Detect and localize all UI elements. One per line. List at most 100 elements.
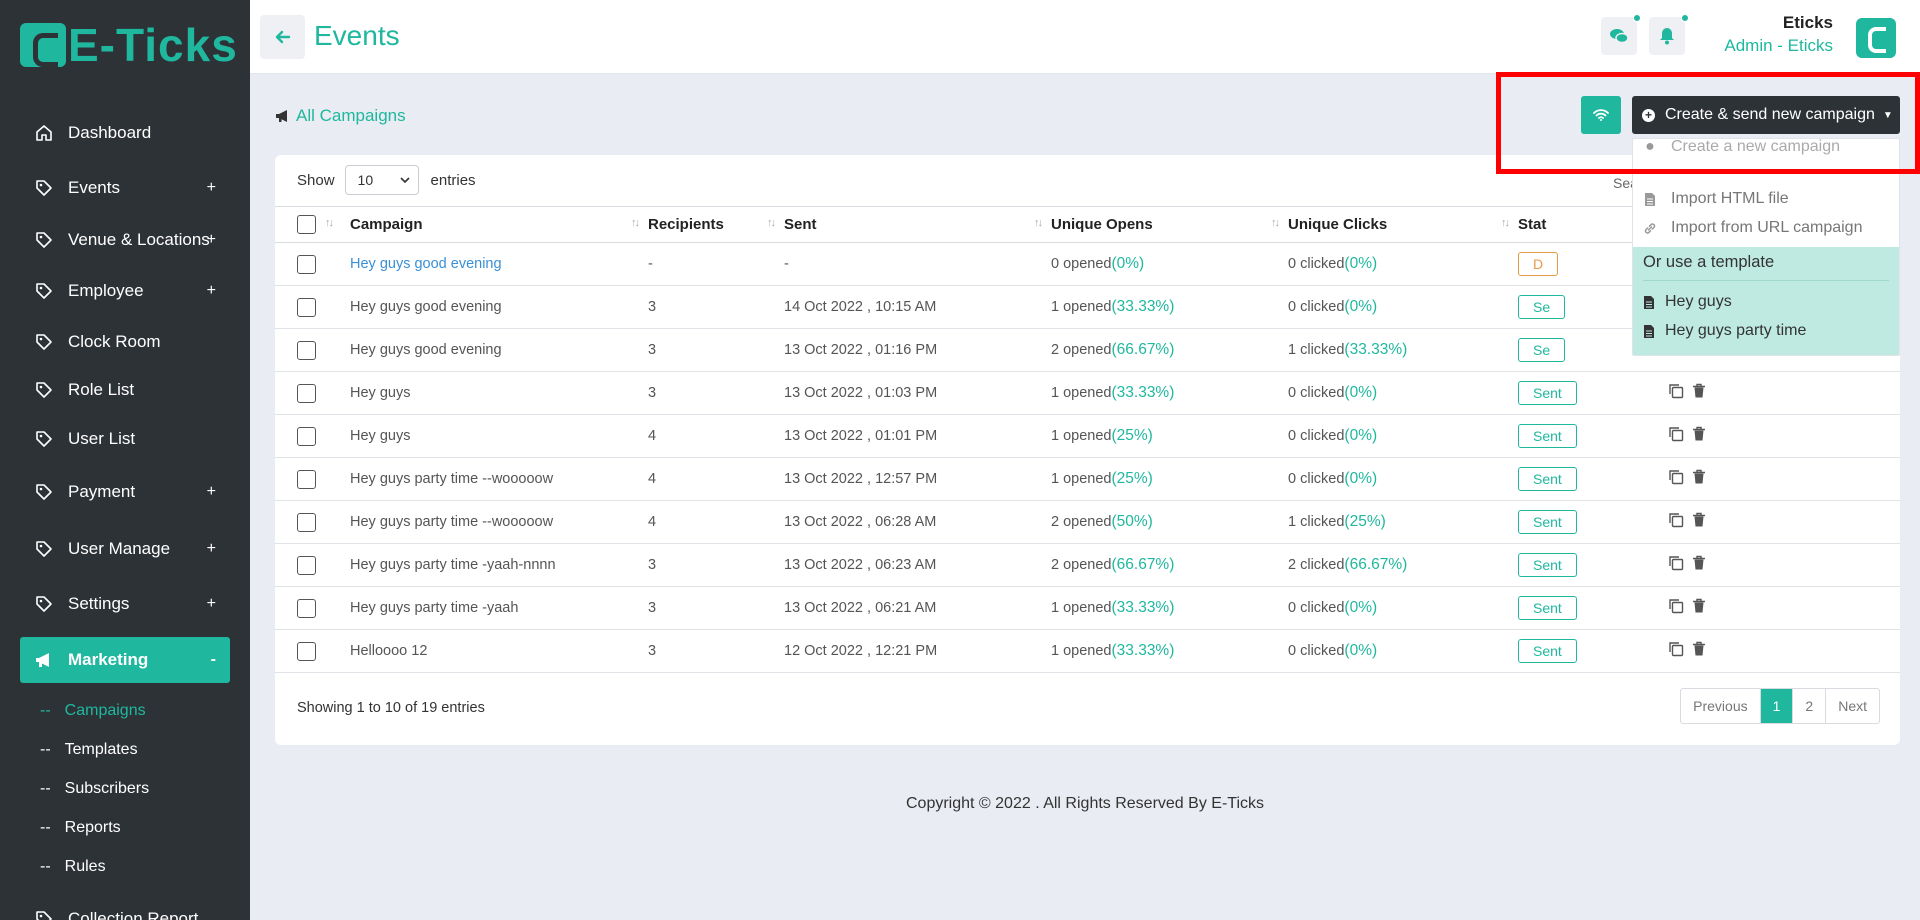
chat-icon bbox=[1610, 29, 1629, 44]
trash-icon[interactable] bbox=[1692, 555, 1706, 575]
copy-icon[interactable] bbox=[1668, 512, 1684, 532]
sidebar-subitem-templates[interactable]: -- Templates bbox=[20, 730, 230, 769]
row-checkbox[interactable] bbox=[297, 340, 316, 360]
campaign-name[interactable]: Hey guys good evening bbox=[350, 256, 502, 272]
sent-cell: 13 Oct 2022 , 12:57 PM bbox=[784, 457, 1051, 501]
file-icon bbox=[1644, 324, 1654, 338]
trash-icon[interactable] bbox=[1692, 598, 1706, 618]
column-header-campaign[interactable]: Campaign ↑↓ bbox=[350, 206, 648, 243]
copy-icon[interactable] bbox=[1668, 469, 1684, 489]
column-header-recipients[interactable]: Recipients ↑↓ bbox=[648, 206, 784, 243]
sidebar-item-dashboard[interactable]: Dashboard bbox=[20, 106, 230, 160]
all-campaigns-link[interactable]: All Campaigns bbox=[275, 106, 406, 126]
trash-icon[interactable] bbox=[1692, 512, 1706, 532]
copy-icon[interactable] bbox=[1668, 598, 1684, 618]
avatar[interactable] bbox=[1856, 18, 1896, 58]
sidebar-item-collection-report[interactable]: Collection Report bbox=[20, 892, 230, 920]
row-checkbox[interactable] bbox=[297, 254, 316, 274]
expand-toggle-icon[interactable]: + bbox=[206, 539, 216, 557]
sidebar-subitem-subscribers[interactable]: -- Subscribers bbox=[20, 769, 230, 808]
sidebar-item-payment[interactable]: Payment + bbox=[20, 463, 230, 521]
entries-select[interactable]: 10 bbox=[344, 165, 419, 195]
pagination-page-2[interactable]: 2 bbox=[1793, 689, 1827, 723]
sidebar-item-marketing[interactable]: Marketing - bbox=[20, 637, 230, 683]
brand-logo[interactable]: E-Ticks bbox=[20, 18, 238, 72]
sidebar-item-events[interactable]: Events + bbox=[20, 160, 230, 216]
copy-icon[interactable] bbox=[1668, 383, 1684, 403]
status-badge[interactable]: Se bbox=[1518, 338, 1566, 362]
opens-cell: 1 opened(33.33%) bbox=[1051, 371, 1288, 415]
copy-icon[interactable] bbox=[1668, 555, 1684, 575]
status-badge[interactable]: Sent bbox=[1518, 381, 1577, 405]
copy-icon[interactable] bbox=[1668, 426, 1684, 446]
expand-toggle-icon[interactable]: + bbox=[206, 281, 216, 299]
expand-toggle-icon[interactable]: + bbox=[206, 230, 216, 248]
tag-icon bbox=[34, 539, 54, 559]
sidebar-item-settings[interactable]: Settings + bbox=[20, 576, 230, 631]
status-badge[interactable]: Sent bbox=[1518, 553, 1577, 577]
clicks-cell: 0 clicked(0%) bbox=[1288, 586, 1518, 630]
row-checkbox[interactable] bbox=[297, 383, 316, 403]
row-checkbox[interactable] bbox=[297, 469, 316, 489]
column-header-unique-clicks[interactable]: Unique Clicks ↑↓ bbox=[1288, 206, 1518, 243]
dropdown-item-import-html[interactable]: Import HTML file bbox=[1633, 185, 1899, 213]
campaign-name: Helloooo 12 bbox=[350, 643, 428, 659]
sidebar-subitem-campaigns[interactable]: -- Campaigns bbox=[20, 691, 230, 730]
notifications-button[interactable] bbox=[1649, 14, 1689, 55]
campaign-cell[interactable]: Hey guys good evening bbox=[350, 242, 648, 286]
user-role[interactable]: Admin - Eticks bbox=[1724, 36, 1833, 55]
status-badge[interactable]: D bbox=[1518, 252, 1559, 276]
pagination-next[interactable]: Next bbox=[1838, 698, 1867, 714]
dropdown-template-party-time[interactable]: Hey guys party time bbox=[1643, 317, 1806, 345]
chat-button[interactable] bbox=[1601, 14, 1641, 55]
back-button[interactable] bbox=[260, 15, 305, 59]
sidebar-item-venue-locations[interactable]: Venue & Locations + bbox=[20, 216, 230, 263]
sidebar-subitem-reports[interactable]: -- Reports bbox=[20, 808, 230, 847]
top-header: Events Eticks Admin - Eticks bbox=[250, 0, 1920, 74]
dropdown-template-hey-guys[interactable]: Hey guys bbox=[1643, 288, 1732, 316]
column-header-sent[interactable]: Sent ↑↓ bbox=[784, 206, 1051, 243]
row-checkbox[interactable] bbox=[297, 555, 316, 575]
status-badge[interactable]: Sent bbox=[1518, 596, 1577, 620]
select-all-checkbox[interactable] bbox=[297, 215, 316, 234]
trash-icon[interactable] bbox=[1692, 426, 1706, 446]
row-checkbox[interactable] bbox=[297, 297, 316, 317]
trash-icon[interactable] bbox=[1692, 383, 1706, 403]
row-select-cell bbox=[275, 500, 350, 544]
actions-cell bbox=[1668, 371, 1900, 415]
row-select-cell bbox=[275, 629, 350, 673]
status-badge[interactable]: Sent bbox=[1518, 424, 1577, 448]
wifi-button[interactable] bbox=[1581, 96, 1621, 134]
row-checkbox[interactable] bbox=[297, 512, 316, 532]
copy-icon[interactable] bbox=[1668, 641, 1684, 661]
dropdown-item-create-new[interactable]: ● Create a new campaign bbox=[1633, 139, 1899, 161]
sidebar-item-employee[interactable]: Employee + bbox=[20, 263, 230, 318]
sidebar-item-clock-room[interactable]: Clock Room bbox=[20, 318, 230, 365]
status-cell: Sent bbox=[1518, 371, 1668, 415]
sidebar-item-user-list[interactable]: User List bbox=[20, 414, 230, 463]
expand-toggle-icon[interactable]: + bbox=[206, 179, 216, 196]
trash-icon[interactable] bbox=[1692, 469, 1706, 489]
pagination-previous[interactable]: Previous bbox=[1681, 689, 1761, 723]
expand-toggle-icon[interactable]: + bbox=[206, 594, 216, 612]
row-checkbox[interactable] bbox=[297, 426, 316, 446]
trash-icon[interactable] bbox=[1692, 641, 1706, 661]
row-checkbox[interactable] bbox=[297, 598, 316, 618]
expand-toggle-icon[interactable]: + bbox=[206, 483, 216, 500]
create-campaign-button[interactable]: + Create & send new campaign ▼ bbox=[1632, 96, 1900, 134]
sort-icon[interactable]: ↑↓ bbox=[325, 217, 334, 229]
user-name[interactable]: Eticks bbox=[1782, 13, 1833, 32]
dropdown-item-import-url[interactable]: Import from URL campaign bbox=[1633, 214, 1899, 242]
column-header-unique-opens[interactable]: Unique Opens ↑↓ bbox=[1051, 206, 1288, 243]
expand-toggle-icon[interactable]: - bbox=[210, 651, 216, 668]
bell-icon bbox=[1660, 28, 1674, 45]
status-badge[interactable]: Sent bbox=[1518, 510, 1577, 534]
row-checkbox[interactable] bbox=[297, 641, 316, 661]
status-badge[interactable]: Sent bbox=[1518, 467, 1577, 491]
sidebar-subitem-rules[interactable]: -- Rules bbox=[20, 847, 230, 886]
sidebar-item-user-manage[interactable]: User Manage + bbox=[20, 521, 230, 576]
pagination-page-1[interactable]: 1 bbox=[1760, 689, 1794, 723]
sidebar-item-role-list[interactable]: Role List bbox=[20, 365, 230, 414]
status-badge[interactable]: Se bbox=[1518, 295, 1566, 319]
status-badge[interactable]: Sent bbox=[1518, 639, 1577, 663]
